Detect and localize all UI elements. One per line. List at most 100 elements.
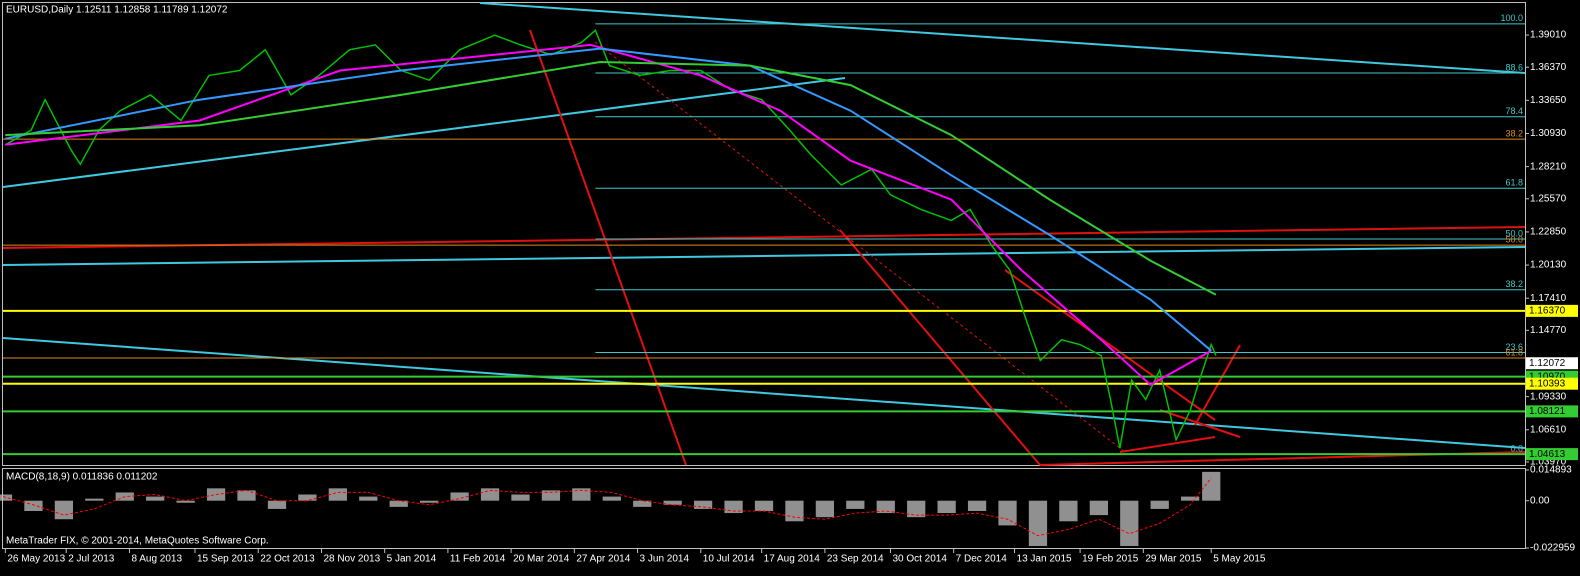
macd-bar [541, 490, 561, 501]
trendline [1159, 409, 1241, 438]
x-tick-label: 3 Jun 2014 [640, 554, 690, 565]
macd-bar [389, 500, 408, 507]
fib-label: 61.8 [1505, 347, 1523, 357]
main-frame [2, 2, 1526, 466]
x-tick-label: 10 Jul 2014 [703, 554, 755, 565]
level-label: 1.10970 [1529, 371, 1566, 382]
trendline [2, 77, 846, 188]
macd-bar [907, 500, 926, 518]
price-line [4, 29, 1217, 449]
trendline [839, 229, 1041, 466]
macd-bar [693, 500, 713, 509]
trendline [2, 246, 1526, 266]
trendline [479, 2, 1526, 74]
macd-frame [2, 468, 1526, 549]
macd-bar [602, 496, 621, 501]
y-tick-label: 1.36370 [1530, 62, 1567, 73]
macd-bar [176, 500, 195, 503]
x-tick-label: 20 Mar 2014 [513, 554, 570, 565]
x-tick-label: 7 Dec 2014 [956, 554, 1008, 565]
x-tick-label: 15 Sep 2013 [197, 554, 254, 565]
y-tick-label: 1.06610 [1530, 424, 1567, 435]
fib-label: 61.8 [1505, 178, 1523, 188]
x-tick-label: 22 Oct 2013 [260, 554, 315, 565]
footer: MetaTrader FIX, © 2001-2014, MetaQuotes … [6, 536, 269, 547]
macd-signal [2, 477, 1212, 537]
macd-bar [572, 488, 591, 501]
fib-label: 38.2 [1505, 279, 1523, 289]
y-tick-label: -0.022959 [1530, 543, 1575, 554]
x-tick-label: 13 Jan 2015 [1017, 554, 1072, 565]
macd-bar [0, 494, 13, 501]
macd-bar [967, 500, 987, 511]
fib-label: 50.0 [1505, 228, 1523, 238]
last-price-label: 1.12072 [1529, 358, 1566, 369]
macd-bar [359, 496, 378, 501]
y-tick-label: 1.33650 [1530, 95, 1567, 106]
moving-average [5, 47, 1212, 352]
y-tick-label: 0.014893 [1530, 465, 1572, 476]
macd-bar [24, 500, 43, 511]
x-tick-label: 29 Mar 2015 [1145, 554, 1202, 565]
macd-bar [876, 500, 895, 514]
x-tick-label: 28 Nov 2013 [323, 554, 380, 565]
fib-label: 23.6 [1505, 342, 1523, 352]
macd-bar [663, 500, 682, 505]
level-label: 1.04613 [1529, 449, 1566, 460]
x-tick-label: 26 May 2013 [7, 554, 65, 565]
fib-label: 0.0 [1510, 444, 1523, 454]
macd-bar [1202, 471, 1221, 501]
level-tag [1526, 304, 1578, 317]
level-label: 1.08121 [1529, 406, 1566, 417]
y-tick-label: 1.28210 [1530, 161, 1567, 172]
trendline [1119, 436, 1216, 453]
macd-bar [1028, 500, 1048, 547]
moving-average [5, 43, 1212, 387]
level-label: 1.16370 [1529, 306, 1566, 317]
y-tick-label: 1.09330 [1530, 391, 1567, 402]
macd-bar [146, 496, 165, 501]
x-tick-label: 5 Jan 2014 [387, 554, 437, 565]
macd-bar [54, 500, 74, 520]
macd-bar [1120, 500, 1139, 547]
level-label: 1.10393 [1529, 378, 1566, 389]
last-price-tag [1526, 357, 1578, 370]
x-tick-label: 8 Aug 2013 [131, 554, 182, 565]
macd-bar [298, 494, 317, 501]
x-tick-label: 2 Jul 2013 [68, 554, 115, 565]
x-tick-label: 5 May 2015 [1213, 554, 1266, 565]
macd-bar [785, 500, 804, 522]
macd-bar [511, 494, 530, 501]
macd-bar [937, 500, 956, 514]
moving-average [5, 60, 1217, 296]
x-tick-label: 17 Aug 2014 [764, 554, 821, 565]
macd-bar [328, 488, 347, 501]
macd-bar [815, 500, 835, 518]
macd-bar [846, 500, 865, 509]
macd-bar [267, 500, 287, 509]
macd-bar [998, 500, 1017, 526]
fib-label: 100.0 [1500, 13, 1523, 23]
macd-bar [1089, 500, 1108, 516]
y-tick-label: 1.25570 [1530, 193, 1567, 204]
macd-bar [1150, 500, 1169, 509]
macd-bar [1181, 496, 1200, 501]
y-tick-label: 1.03970 [1530, 457, 1567, 468]
x-tick-label: 11 Feb 2014 [450, 554, 506, 565]
macd-bar [633, 500, 652, 507]
x-tick-label: 19 Feb 2015 [1082, 554, 1139, 565]
y-tick-label: 1.39010 [1530, 30, 1567, 41]
level-tag [1526, 405, 1578, 418]
macd-title: MACD(8,18,9) 0.011836 0.011202 [6, 472, 158, 483]
macd-bar [450, 492, 469, 501]
x-tick-label: 23 Sep 2014 [827, 554, 884, 565]
level-tag [1526, 448, 1578, 461]
macd-bar [754, 500, 774, 511]
fib-label: 50.0 [1505, 234, 1523, 244]
trendline [2, 337, 1526, 449]
trendline [529, 29, 687, 466]
x-tick-label: 27 Apr 2014 [576, 554, 630, 565]
